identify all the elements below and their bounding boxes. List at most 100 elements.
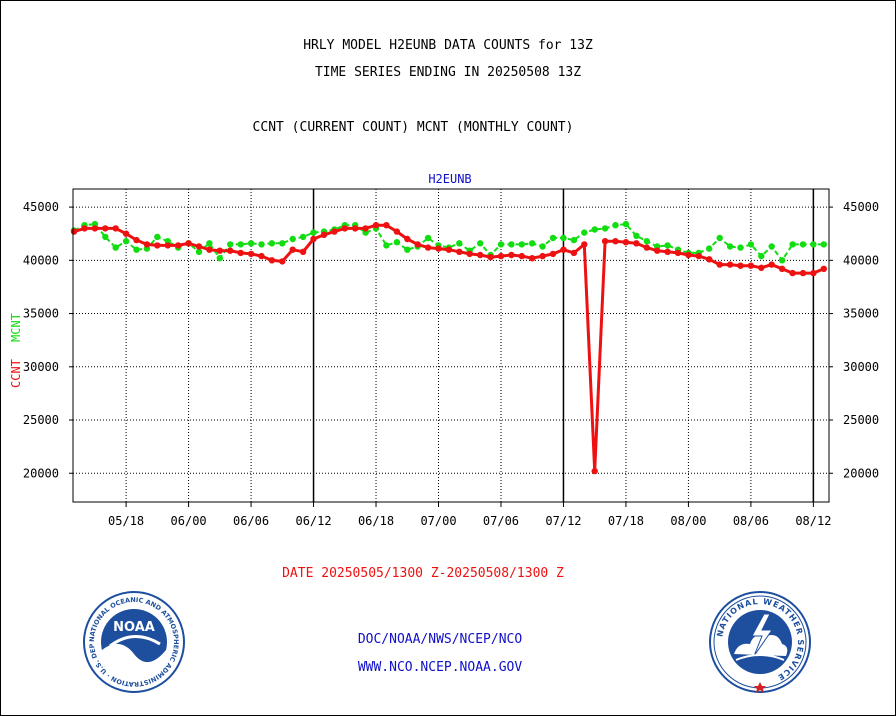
data-point-mcnt: [310, 229, 317, 236]
data-point-mcnt: [758, 252, 765, 260]
data-point-mcnt: [612, 222, 619, 229]
data-point-ccnt: [331, 228, 338, 235]
data-point-mcnt: [768, 243, 775, 250]
data-point-mcnt: [549, 234, 557, 242]
x-tick-label: 07/00: [420, 514, 456, 528]
data-point-ccnt: [289, 246, 296, 253]
data-point-ccnt: [612, 238, 619, 245]
data-point-ccnt: [227, 247, 234, 254]
data-point-mcnt: [799, 241, 807, 248]
data-point-mcnt: [497, 241, 505, 248]
data-point-mcnt: [237, 241, 244, 248]
data-point-ccnt: [758, 264, 765, 271]
data-point-ccnt: [601, 238, 609, 245]
data-point-ccnt: [133, 236, 140, 244]
data-point-ccnt: [633, 240, 640, 247]
data-point-ccnt: [497, 252, 505, 260]
data-point-ccnt: [320, 231, 328, 238]
data-point-mcnt: [227, 241, 234, 248]
data-point-mcnt: [299, 233, 307, 241]
data-point-mcnt: [570, 236, 578, 244]
y-tick-label-left: 45000: [23, 200, 59, 214]
x-tick-label: 06/18: [358, 514, 394, 528]
chart-subtitle: TIME SERIES ENDING IN 20250508 13Z: [314, 65, 582, 80]
data-point-ccnt: [435, 245, 442, 252]
data-point-mcnt: [726, 243, 734, 250]
data-point-mcnt: [810, 241, 817, 248]
data-point-mcnt: [591, 226, 598, 233]
x-tick-label: 07/18: [608, 514, 644, 528]
data-point-ccnt: [820, 265, 827, 272]
data-point-mcnt: [289, 235, 296, 243]
data-point-ccnt: [529, 255, 536, 262]
data-point-ccnt: [622, 239, 630, 246]
data-point-mcnt: [383, 242, 390, 249]
data-point-mcnt: [112, 244, 119, 251]
data-point-ccnt: [799, 269, 807, 277]
data-point-ccnt: [726, 261, 734, 268]
data-point-ccnt: [445, 246, 453, 253]
x-tick-label: 08/12: [795, 514, 831, 528]
y-tick-label-left: 25000: [23, 413, 59, 427]
y-tick-label-left: 30000: [23, 360, 59, 374]
data-point-ccnt: [247, 250, 255, 258]
x-tick-label: 08/00: [670, 514, 706, 528]
data-point-ccnt: [185, 240, 192, 247]
series-layer: [70, 220, 827, 475]
y-tick-label-right: 35000: [843, 307, 879, 321]
data-point-mcnt: [508, 241, 515, 248]
noaa-logo: NATIONAL OCEANIC AND ATMOSPHERIC ADMINIS…: [77, 582, 188, 701]
data-point-ccnt: [414, 241, 421, 248]
data-point-ccnt: [299, 248, 307, 255]
data-point-ccnt: [424, 244, 432, 251]
y-tick-label-right: 40000: [843, 253, 879, 267]
data-point-ccnt: [70, 228, 78, 235]
y-axis-label-mcnt: MCNT: [9, 313, 23, 342]
data-point-ccnt: [789, 269, 796, 277]
data-point-mcnt: [279, 240, 286, 247]
data-point-ccnt: [768, 261, 775, 268]
date-range-label: DATE 20250505/1300 Z-20250508/1300 Z: [282, 566, 564, 581]
data-point-ccnt: [695, 252, 702, 260]
data-point-ccnt: [154, 242, 161, 249]
x-tick-label: 06/12: [295, 514, 331, 528]
footer-org: DOC/NOAA/NWS/NCEP/NCO: [357, 632, 523, 647]
data-point-ccnt: [685, 251, 692, 259]
series-line-ccnt: [73, 223, 825, 473]
data-point-mcnt: [778, 257, 786, 264]
data-point-ccnt: [643, 244, 650, 251]
data-point-ccnt: [664, 248, 671, 255]
data-point-ccnt: [216, 247, 223, 254]
data-point-ccnt: [487, 253, 494, 261]
data-point-mcnt: [529, 240, 536, 247]
data-point-mcnt: [154, 233, 161, 241]
data-point-mcnt: [424, 234, 432, 242]
data-point-mcnt: [622, 220, 630, 228]
y-tick-label-right: 25000: [843, 413, 879, 427]
data-point-ccnt: [654, 247, 661, 254]
data-point-mcnt: [477, 240, 484, 247]
data-point-ccnt: [164, 242, 171, 249]
x-tick-label: 05/18: [108, 514, 144, 528]
data-point-ccnt: [195, 243, 203, 250]
axes: 20000 20000 25000 25000 30000 30000 35000 35000…: [23, 188, 879, 528]
y-tick-label-right: 20000: [843, 466, 879, 480]
series-description: CCNT (CURRENT COUNT) MCNT (MONTHLY COUNT…: [252, 120, 574, 135]
data-point-ccnt: [175, 242, 182, 249]
data-point-mcnt: [706, 245, 713, 252]
data-point-mcnt: [122, 238, 130, 245]
data-point-ccnt: [591, 467, 598, 475]
data-point-ccnt: [404, 235, 411, 243]
y-tick-label-right: 45000: [843, 200, 879, 214]
data-point-ccnt: [581, 241, 588, 248]
data-point-ccnt: [143, 241, 151, 248]
data-point-mcnt: [456, 240, 463, 247]
data-point-ccnt: [518, 252, 525, 260]
data-point-mcnt: [102, 233, 109, 241]
data-point-ccnt: [706, 256, 713, 263]
data-point-ccnt: [258, 252, 265, 260]
data-point-mcnt: [393, 239, 401, 246]
data-point-ccnt: [393, 228, 401, 235]
data-point-ccnt: [737, 262, 744, 269]
data-point-ccnt: [102, 225, 109, 232]
